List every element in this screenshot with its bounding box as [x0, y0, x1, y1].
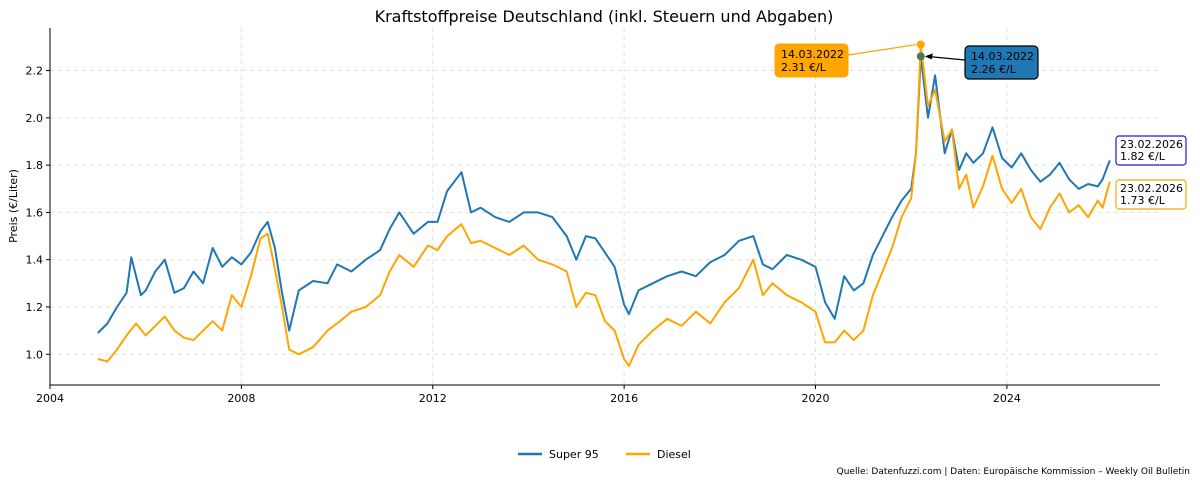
- legend: Super 95 Diesel: [518, 448, 691, 461]
- series-line-super95: [97, 55, 1111, 334]
- x-tick-label: 2024: [993, 392, 1021, 405]
- y-tick-label: 2.2: [26, 65, 44, 78]
- super-peak-box: [964, 45, 1039, 80]
- diesel-peak-marker: [916, 40, 925, 49]
- super-peak-value: 2.26 €/L: [971, 63, 1017, 76]
- y-tick-label: 2.0: [26, 112, 44, 125]
- x-tick-label: 2016: [610, 392, 638, 405]
- chart-title: Kraftstoffpreise Deutschland (inkl. Steu…: [375, 7, 834, 26]
- grid: [49, 28, 1160, 385]
- super-peak-date: 14.03.2022: [971, 50, 1034, 63]
- super-last-value: 1.82 €/L: [1120, 150, 1166, 163]
- diesel-peak-date: 14.03.2022: [781, 48, 844, 61]
- super-peak-leader: [926, 55, 966, 61]
- super-peak-marker: [916, 52, 925, 61]
- y-tick-label: 1.6: [26, 206, 44, 219]
- diesel-last-date: 23.02.2026: [1120, 182, 1183, 195]
- diesel-last-box: [1115, 179, 1187, 210]
- series-lines: [97, 43, 1111, 368]
- x-tick-label: 2008: [227, 392, 255, 405]
- x-tick-label: 2004: [36, 392, 64, 405]
- y-tick-label: 1.2: [26, 301, 44, 314]
- y-axis-label: Preis (€/Liter): [7, 169, 20, 243]
- super-last-box: [1115, 135, 1187, 166]
- y-tick-label: 1.4: [26, 254, 44, 267]
- legend-label-super95: Super 95: [549, 448, 599, 461]
- legend-label-diesel: Diesel: [657, 448, 691, 461]
- x-tick-label: 2012: [419, 392, 447, 405]
- series-line-diesel: [97, 43, 1111, 368]
- diesel-peak-value: 2.31 €/L: [781, 61, 827, 74]
- y-tick-label: 1.8: [26, 159, 44, 172]
- diesel-peak-box: [774, 43, 849, 78]
- diesel-last-value: 1.73 €/L: [1120, 194, 1166, 207]
- x-tick-label: 2020: [802, 392, 830, 405]
- axes: 1.0 1.2 1.4 1.6 1.8 2.0 2.2 2004 2008 2012 2016 202…: [26, 28, 1160, 405]
- super-last-date: 23.02.2026: [1120, 138, 1183, 151]
- super-peak-arrowhead: [924, 53, 933, 60]
- y-tick-label: 1.0: [26, 348, 44, 361]
- source-note: Quelle: Datenfuzzi.com | Daten: Europäis…: [837, 467, 1190, 477]
